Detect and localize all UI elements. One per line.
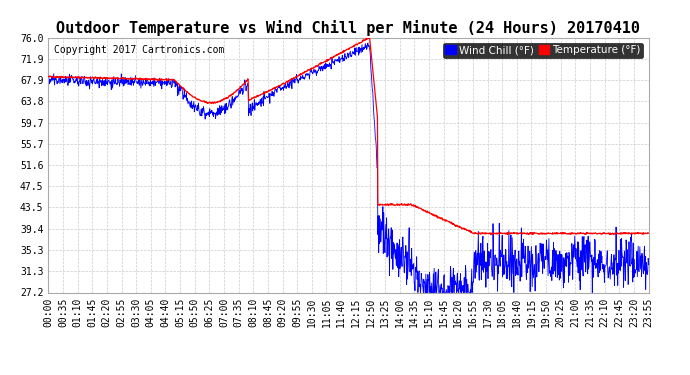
Legend: Wind Chill (°F), Temperature (°F): Wind Chill (°F), Temperature (°F) bbox=[443, 43, 643, 58]
Title: Outdoor Temperature vs Wind Chill per Minute (24 Hours) 20170410: Outdoor Temperature vs Wind Chill per Mi… bbox=[57, 20, 640, 36]
Text: Copyright 2017 Cartronics.com: Copyright 2017 Cartronics.com bbox=[55, 45, 225, 55]
